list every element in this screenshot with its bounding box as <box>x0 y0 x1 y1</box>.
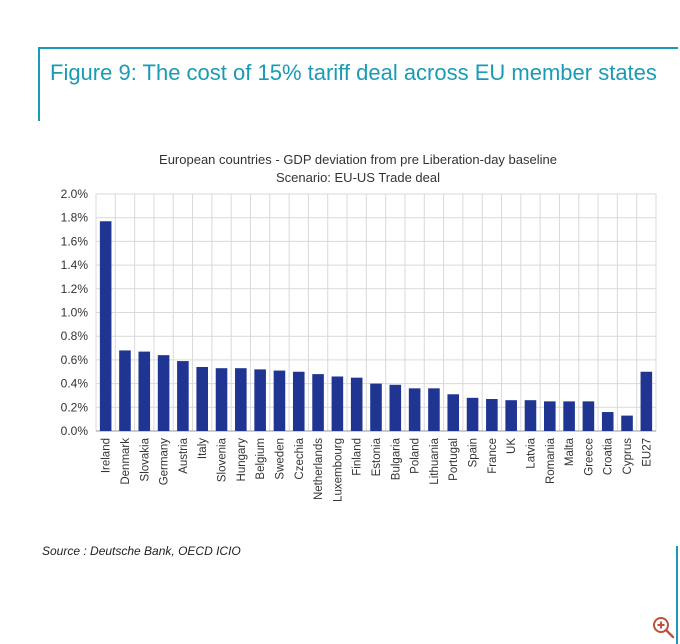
x-tick-label: Croatia <box>603 437 615 475</box>
y-tick-label: 0.4% <box>61 377 89 391</box>
x-tick-label: Finland <box>352 438 364 476</box>
bar-spain <box>466 397 479 431</box>
x-tick-label: Lithuania <box>429 437 441 484</box>
bar-estonia <box>370 383 382 431</box>
bar-malta <box>563 401 575 431</box>
bar-portugal <box>447 394 460 431</box>
frame-top-rule <box>38 47 678 49</box>
x-tick-label: UK <box>506 438 518 454</box>
x-tick-label: Italy <box>197 438 209 459</box>
x-tick-label: Austria <box>178 437 190 473</box>
y-tick-label: 0.0% <box>61 424 89 438</box>
x-tick-label: Bulgaria <box>390 437 402 480</box>
x-tick-label: Belgium <box>255 438 267 480</box>
y-axis-ticks: 0.0% 0.2% 0.4% 0.6% 0.8% 1.0% 1.2% 1.4% 1.6% 1.8%… <box>61 187 89 438</box>
bar-netherlands <box>312 374 324 431</box>
x-tick-label: Spain <box>468 438 480 467</box>
source-note: Source : Deutsche Bank, OECD ICIO <box>42 544 241 558</box>
bar-sweden <box>273 370 286 431</box>
bar-france <box>486 399 498 431</box>
bars <box>99 221 653 431</box>
bar-ireland <box>99 221 112 431</box>
x-tick-label: Hungary <box>236 438 248 482</box>
x-tick-label: France <box>487 438 499 474</box>
x-tick-label: Germany <box>159 438 171 486</box>
chart-subtitle: Scenario: EU-US Trade deal <box>276 170 440 185</box>
bar-croatia <box>601 412 614 431</box>
x-tick-label: Czechia <box>294 437 306 479</box>
x-tick-label: Netherlands <box>313 438 325 500</box>
bar-austria <box>177 361 189 431</box>
x-tick-label: Ireland <box>101 438 113 473</box>
bar-denmark <box>119 350 131 431</box>
bar-czechia <box>292 371 305 431</box>
chart-title: European countries - GDP deviation from … <box>159 152 557 167</box>
y-tick-label: 0.2% <box>61 400 89 414</box>
bar-bulgaria <box>389 384 402 431</box>
x-axis-ticks: Ireland Denmark Slovakia Germany Austria Ital… <box>101 437 654 502</box>
y-tick-label: 1.0% <box>61 306 89 320</box>
bar-greece <box>582 401 595 431</box>
bar-uk <box>505 400 517 431</box>
x-tick-label: Slovenia <box>217 437 229 482</box>
bar-latvia <box>524 400 537 431</box>
bar-romania <box>544 401 556 431</box>
bar-slovenia <box>215 368 228 431</box>
bar-slovakia <box>138 351 151 431</box>
x-tick-label: Romania <box>545 437 557 484</box>
zoom-in-icon[interactable] <box>651 615 675 639</box>
x-tick-label: Greece <box>583 438 595 476</box>
bar-luxembourg <box>331 376 344 431</box>
y-tick-label: 1.2% <box>61 282 89 296</box>
x-tick-label: Luxembourg <box>332 438 344 502</box>
bar-chart: European countries - GDP deviation from … <box>61 152 657 502</box>
bar-hungary <box>235 368 247 431</box>
bar-finland <box>350 377 363 431</box>
y-tick-label: 1.8% <box>61 211 89 225</box>
y-tick-label: 1.4% <box>61 258 89 272</box>
bar-poland <box>408 388 421 431</box>
x-tick-label: Portugal <box>448 438 460 481</box>
y-tick-label: 2.0% <box>61 187 89 201</box>
x-tick-label: EU27 <box>641 438 653 467</box>
x-tick-label: Malta <box>564 437 576 466</box>
frame-left-rule <box>38 47 40 121</box>
x-tick-label: Sweden <box>274 438 286 480</box>
bar-belgium <box>254 369 266 431</box>
x-tick-label: Cyprus <box>622 438 634 475</box>
y-tick-label: 1.6% <box>61 234 89 248</box>
bar-lithuania <box>428 388 440 431</box>
x-tick-label: Estonia <box>371 437 383 476</box>
y-tick-label: 0.8% <box>61 329 89 343</box>
frame-right-rule <box>676 546 678 644</box>
y-tick-label: 0.6% <box>61 353 89 367</box>
x-tick-label: Latvia <box>525 437 537 468</box>
x-tick-label: Poland <box>410 438 422 474</box>
x-tick-label: Slovakia <box>139 437 151 481</box>
bar-germany <box>157 355 170 431</box>
bar-italy <box>196 367 208 431</box>
bar-cyprus <box>621 415 633 431</box>
x-tick-label: Denmark <box>120 438 132 485</box>
bar-eu27 <box>640 371 653 431</box>
figure-title: Figure 9: The cost of 15% tariff deal ac… <box>50 60 657 85</box>
